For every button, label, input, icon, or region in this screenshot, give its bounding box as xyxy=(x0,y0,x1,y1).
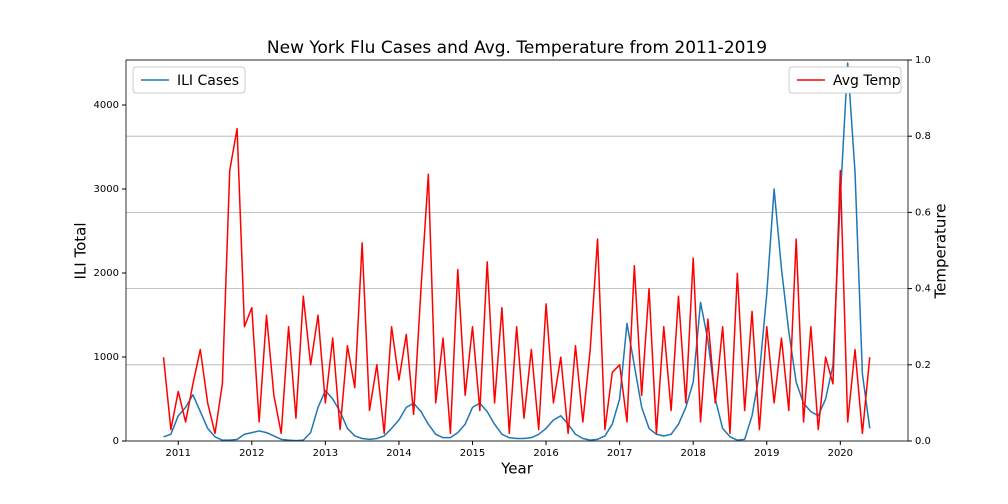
legend-box xyxy=(132,66,246,94)
x-tick-label: 2017 xyxy=(607,448,632,459)
legend-label: Avg Temp xyxy=(833,73,901,89)
legend-box xyxy=(788,66,902,94)
y-tick-label: 0 xyxy=(113,436,119,447)
x-axis-label: Year xyxy=(500,460,534,478)
x-tick-label: 2012 xyxy=(239,448,264,459)
x-tick-label: 2020 xyxy=(828,448,853,459)
y2-tick-label: 0.6 xyxy=(915,207,931,218)
legend-label: ILI Cases xyxy=(177,73,239,89)
y-tick-label: 3000 xyxy=(94,184,119,195)
y2-axis-label: Temperature xyxy=(932,203,950,299)
y2-tick-label: 1.0 xyxy=(915,55,931,66)
y-axis-label: ILI Total xyxy=(72,222,90,279)
y-tick-label: 4000 xyxy=(94,100,119,111)
y2-tick-label: 0.0 xyxy=(915,436,931,447)
y2-tick-label: 0.2 xyxy=(915,360,931,371)
chart-title: New York Flu Cases and Avg. Temperature … xyxy=(267,38,767,58)
series-line xyxy=(162,127,871,435)
x-tick-label: 2019 xyxy=(754,448,779,459)
x-tick-label: 2016 xyxy=(533,448,558,459)
x-tick-label: 2018 xyxy=(680,448,705,459)
x-tick-label: 2013 xyxy=(313,448,338,459)
plot-frame xyxy=(125,59,909,442)
x-tick-label: 2015 xyxy=(460,448,485,459)
series-line xyxy=(163,62,871,442)
x-tick-label: 2014 xyxy=(386,448,411,459)
y-tick-label: 2000 xyxy=(94,268,119,279)
y-tick-label: 1000 xyxy=(94,352,119,363)
legend: Avg Temp xyxy=(788,66,902,94)
x-tick-label: 2011 xyxy=(166,448,191,459)
y2-tick-label: 0.4 xyxy=(915,284,931,295)
y2-tick-label: 0.8 xyxy=(915,131,931,142)
legend: ILI Cases xyxy=(132,66,246,94)
